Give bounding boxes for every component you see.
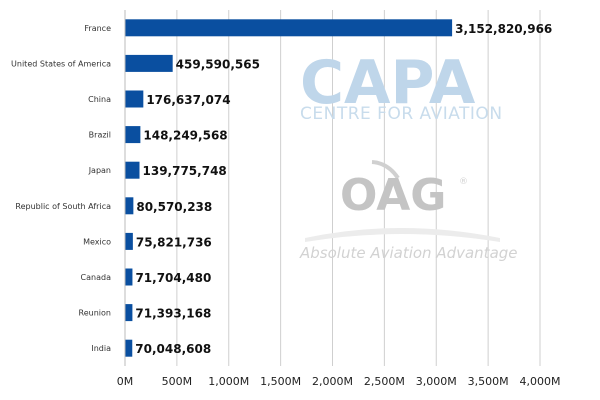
x-tick-label: 1,000M — [208, 375, 249, 388]
data-label: 459,590,565 — [176, 57, 260, 71]
bar — [125, 161, 140, 179]
bar — [125, 90, 144, 108]
category-label: Reunion — [79, 309, 111, 318]
data-label: 148,249,568 — [143, 129, 227, 143]
category-labels: France United States of America China Brazi… — [11, 24, 111, 353]
x-tick-label: 1,500M — [260, 375, 301, 388]
value-labels: 3,152,820,966 459,590,565 176,637,074 148,2… — [135, 22, 552, 356]
data-label: 71,704,480 — [135, 271, 211, 285]
gridlines — [176, 10, 541, 366]
data-label: 139,775,748 — [143, 164, 227, 178]
data-label: 176,637,074 — [146, 93, 230, 107]
bar — [125, 339, 133, 357]
category-label: Canada — [81, 273, 112, 282]
category-label: Brazil — [89, 131, 111, 140]
x-tick-label: 2,000M — [312, 375, 353, 388]
watermark-centre-for-aviation: CENTRE FOR AVIATION — [300, 104, 503, 124]
data-label: 70,048,608 — [135, 342, 211, 356]
bar — [125, 268, 133, 286]
watermark-capa: CAPA — [300, 48, 476, 118]
bar — [125, 126, 141, 144]
watermark-swoosh-band — [305, 228, 500, 242]
category-label: Mexico — [83, 237, 111, 246]
data-label: 80,570,238 — [136, 200, 212, 214]
watermark-registered-mark: ® — [459, 177, 468, 187]
bar — [125, 304, 133, 322]
x-tick-label: 3,000M — [416, 375, 457, 388]
category-label: Republic of South Africa — [15, 202, 111, 211]
x-tick-label: 2,500M — [364, 375, 405, 388]
bar — [125, 197, 134, 215]
category-label: India — [91, 344, 111, 353]
x-tick-label: 3,500M — [468, 375, 509, 388]
data-label: 71,393,168 — [135, 307, 211, 321]
x-tick-label: 0M — [117, 375, 134, 388]
category-label: United States of America — [11, 59, 111, 68]
watermark: CAPA CENTRE FOR AVIATION OAG ® Absolute … — [299, 48, 518, 262]
category-label: China — [88, 95, 111, 104]
watermark-oag: OAG — [340, 170, 446, 221]
category-label: France — [84, 24, 111, 33]
x-tick-label: 4,000M — [520, 375, 561, 388]
bar — [125, 54, 173, 72]
bar — [125, 232, 133, 250]
x-tick-label: 500M — [162, 375, 193, 388]
x-axis-tick-labels: 0M 500M 1,000M 1,500M 2,000M 2,500M 3,000M 3,50… — [117, 375, 561, 388]
watermark-tagline: Absolute Aviation Advantage — [299, 244, 518, 262]
bar — [125, 19, 453, 37]
category-label: Japan — [88, 166, 111, 175]
data-label: 75,821,736 — [136, 235, 212, 249]
bars — [125, 19, 453, 357]
oag-swoosh-icon — [371, 160, 400, 180]
data-label: 3,152,820,966 — [455, 22, 552, 36]
